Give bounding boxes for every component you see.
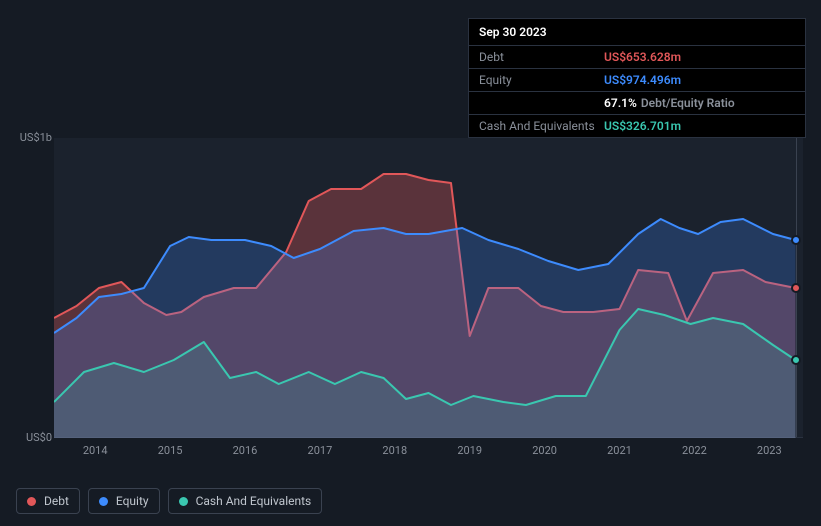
tooltip-value: 67.1%Debt/Equity Ratio [604,96,735,110]
x-axis-label: 2014 [83,444,108,457]
x-axis-label: 2016 [233,444,258,457]
x-axis-label: 2017 [308,444,333,457]
tooltip-row: DebtUS$653.628m [469,46,805,69]
tooltip-row: EquityUS$974.496m [469,69,805,92]
legend-swatch [99,497,108,506]
y-axis-label-top: US$1b [16,131,52,144]
x-axis-label: 2022 [682,444,707,457]
legend-swatch [27,497,36,506]
tooltip-label: Equity [479,73,604,87]
tooltip-date: Sep 30 2023 [469,19,805,46]
tooltip-row: Cash And EquivalentsUS$326.701m [469,115,805,137]
chart-container: US$1b US$0 20142015201620172018201920202… [16,124,805,464]
tooltip-label: Cash And Equivalents [479,119,604,133]
series-end-dot [791,235,801,245]
legend-label: Debt [44,494,69,508]
series-end-dot [791,355,801,365]
legend-swatch [179,497,188,506]
chart-svg [54,138,803,438]
tooltip-value: US$326.701m [604,119,681,133]
legend-item[interactable]: Cash And Equivalents [168,488,323,514]
tooltip-label: Debt [479,50,604,64]
tooltip-value: US$653.628m [604,50,681,64]
x-axis: 2014 2015 2016 2017 2018 2019 2020 2021 2022 2023 [54,444,803,460]
legend-label: Cash And Equivalents [196,494,312,508]
tooltip-row: 67.1%Debt/Equity Ratio [469,92,805,115]
tooltip-value: US$974.496m [604,73,681,87]
x-axis-label: 2018 [382,444,407,457]
x-axis-label: 2015 [158,444,183,457]
legend-label: Equity [116,494,149,508]
legend-item[interactable]: Debt [16,488,80,514]
plot-area[interactable] [54,138,803,438]
legend: Debt Equity Cash And Equivalents [16,488,322,514]
x-axis-label: 2020 [532,444,557,457]
legend-item[interactable]: Equity [88,488,160,514]
y-axis-label-bottom: US$0 [16,431,52,444]
x-axis-label: 2023 [757,444,782,457]
series-end-dot [791,283,801,293]
chart-tooltip: Sep 30 2023 DebtUS$653.628mEquityUS$974.… [468,18,806,138]
x-axis-label: 2021 [607,444,632,457]
tooltip-label [479,96,604,110]
x-axis-label: 2019 [457,444,482,457]
